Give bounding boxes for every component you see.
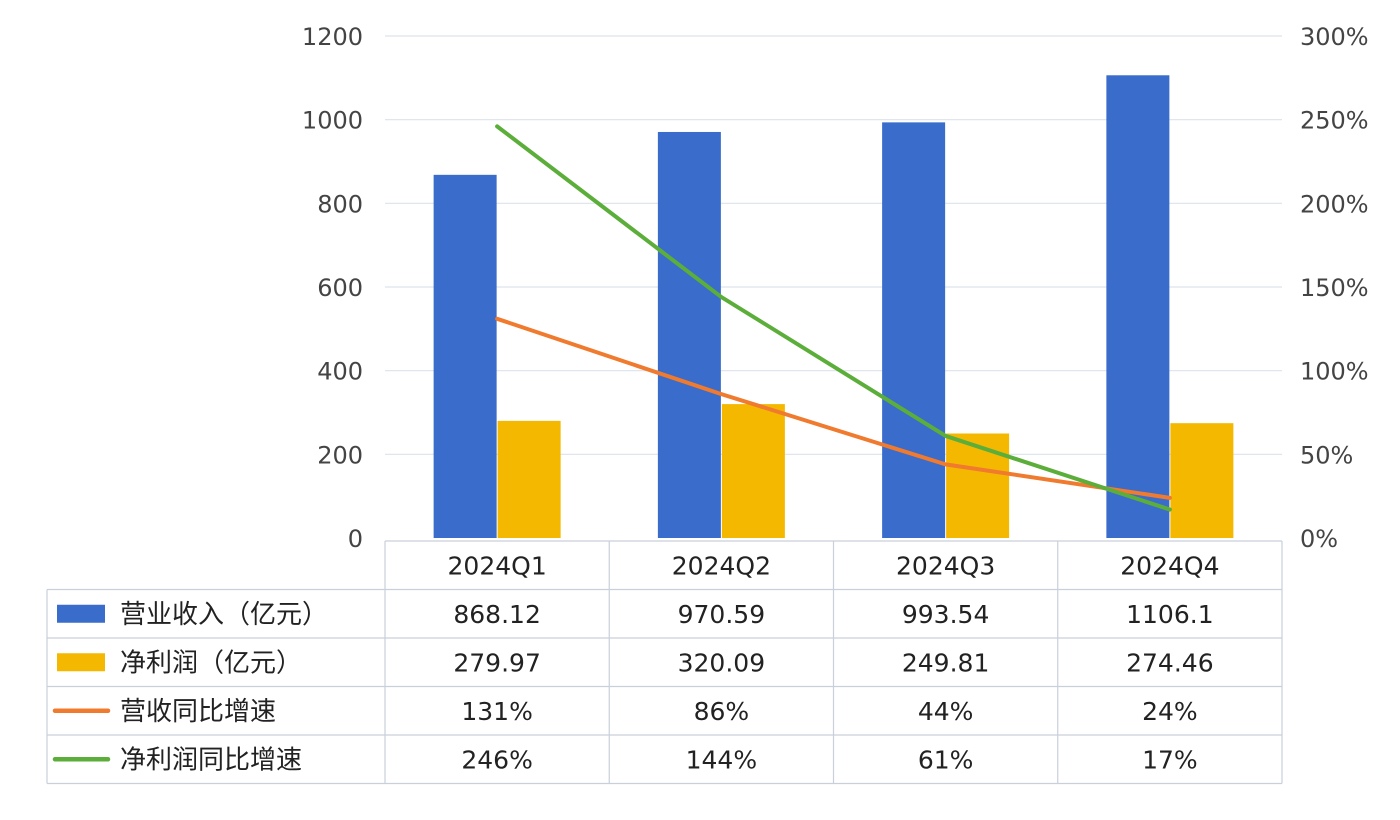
line-point bbox=[495, 124, 499, 128]
table-cell-value: 970.59 bbox=[678, 600, 765, 629]
y-right-tick-label: 250% bbox=[1300, 107, 1369, 135]
y-right-tick-label: 50% bbox=[1300, 441, 1353, 469]
table-cell-value: 274.46 bbox=[1126, 648, 1213, 677]
bar bbox=[946, 433, 1010, 538]
line-point bbox=[944, 462, 948, 466]
y-left-tick-label: 200 bbox=[317, 441, 363, 469]
table-cell-value: 86% bbox=[694, 697, 750, 726]
bar bbox=[882, 122, 946, 538]
legend-label: 净利润同比增速 bbox=[120, 745, 302, 775]
x-tick-label: 2024Q4 bbox=[1120, 551, 1219, 580]
table-cell-value: 24% bbox=[1142, 697, 1198, 726]
table-cell-value: 246% bbox=[461, 745, 532, 774]
bar bbox=[657, 131, 721, 538]
legend-label: 净利润（亿元） bbox=[120, 648, 302, 678]
table-cell-value: 868.12 bbox=[453, 600, 540, 629]
table-cell-value: 144% bbox=[686, 745, 757, 774]
y-left-tick-label: 800 bbox=[317, 190, 363, 218]
line-point bbox=[1168, 508, 1172, 512]
bar bbox=[721, 404, 785, 538]
bars bbox=[433, 75, 1234, 539]
line-point bbox=[495, 317, 499, 321]
series-line bbox=[495, 124, 1172, 512]
table-cell-value: 249.81 bbox=[902, 648, 989, 677]
x-tick-label: 2024Q2 bbox=[672, 551, 771, 580]
y-left-tick-label: 0 bbox=[348, 525, 363, 553]
table-cell-value: 1106.1 bbox=[1126, 600, 1213, 629]
y-left-tick-label: 400 bbox=[317, 358, 363, 386]
y-right-tick-label: 300% bbox=[1300, 23, 1369, 51]
legend-swatch bbox=[57, 604, 105, 623]
table-cell-value: 44% bbox=[918, 697, 974, 726]
table-cell-value: 279.97 bbox=[453, 648, 540, 677]
bar bbox=[497, 420, 561, 538]
y-left-tick-label: 1000 bbox=[302, 107, 363, 135]
y-right-tick-label: 100% bbox=[1300, 358, 1369, 386]
line-point bbox=[1168, 496, 1172, 500]
legend-label: 营收同比增速 bbox=[120, 697, 276, 727]
line-point bbox=[719, 295, 723, 299]
line-point bbox=[719, 392, 723, 396]
y-right-tick-label: 200% bbox=[1300, 190, 1369, 218]
table-cell-value: 131% bbox=[461, 697, 532, 726]
table-cell-value: 993.54 bbox=[902, 600, 989, 629]
table-cell-value: 17% bbox=[1142, 745, 1198, 774]
y-left-tick-label: 600 bbox=[317, 274, 363, 302]
x-tick-label: 2024Q1 bbox=[448, 551, 547, 580]
y-right-tick-label: 0% bbox=[1300, 525, 1338, 553]
series-line bbox=[495, 316, 1172, 500]
legend-swatch bbox=[57, 653, 105, 672]
table-cell-value: 61% bbox=[918, 745, 974, 774]
bar bbox=[433, 174, 497, 538]
table-cell-value: 320.09 bbox=[678, 648, 765, 677]
axes: 0 200 400 600 800 1000 1200 0% 50% 100% 150% 200% 25… bbox=[302, 23, 1369, 553]
line-point bbox=[944, 434, 948, 438]
x-tick-label: 2024Q3 bbox=[896, 551, 995, 580]
y-left-tick-label: 1200 bbox=[302, 23, 363, 51]
bar bbox=[1106, 75, 1170, 539]
data-table: 2024Q1 2024Q2 2024Q3 2024Q4 营业收入（亿元） 868.12 97… bbox=[46, 540, 1283, 785]
lines bbox=[495, 124, 1172, 512]
y-right-tick-label: 150% bbox=[1300, 274, 1369, 302]
bar bbox=[1170, 423, 1234, 538]
legend-label: 营业收入（亿元） bbox=[120, 600, 328, 630]
